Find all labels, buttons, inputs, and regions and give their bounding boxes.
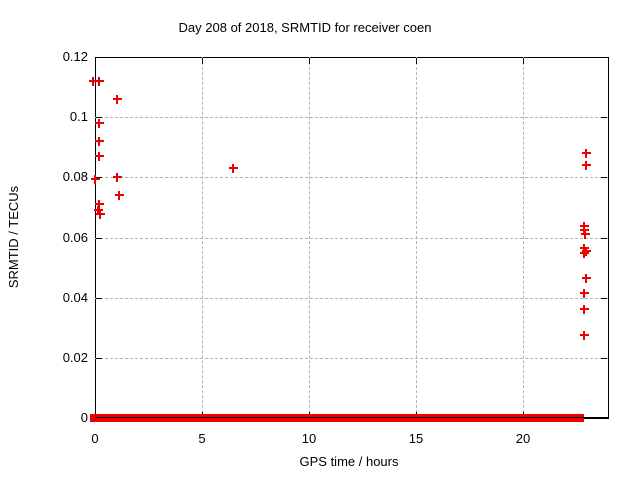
y-tick-left: [96, 177, 102, 178]
y-tick-left: [96, 298, 102, 299]
plus-marker-vertical: [94, 175, 96, 184]
y-tick-left: [96, 117, 102, 118]
plus-marker-vertical: [92, 77, 94, 86]
y-tick-right: [601, 358, 607, 359]
plus-marker-vertical: [99, 210, 101, 219]
y-gridline: [95, 177, 608, 178]
data-point-marker: [581, 230, 590, 239]
data-point-marker: [115, 191, 124, 200]
plus-marker-vertical: [584, 230, 586, 239]
y-tick-left: [96, 57, 102, 58]
plus-marker-vertical: [585, 161, 587, 170]
y-axis-title: SRMTID / TECUs: [6, 185, 21, 289]
plus-marker-vertical: [98, 119, 100, 128]
plus-marker-vertical: [98, 137, 100, 146]
plus-marker-vertical: [116, 95, 118, 104]
x-tick-top: [309, 58, 310, 64]
data-point-marker: [113, 95, 122, 104]
data-point-marker: [582, 161, 591, 170]
x-tick-top: [202, 58, 203, 64]
x-tick-label: 0: [91, 431, 99, 446]
y-tick-label: 0.02: [62, 350, 88, 365]
plus-marker-vertical: [583, 249, 585, 258]
plus-marker-vertical: [116, 173, 118, 182]
plus-marker-vertical: [583, 305, 585, 314]
y-tick-left: [96, 238, 102, 239]
y-gridline: [95, 117, 608, 118]
x-axis-title: GPS time / hours: [299, 454, 399, 469]
y-tick-right: [601, 238, 607, 239]
y-tick-right: [601, 298, 607, 299]
x-tick-top: [416, 58, 417, 64]
data-point-marker: [94, 206, 103, 215]
y-tick-right: [601, 177, 607, 178]
x-gridline: [202, 57, 203, 418]
data-point-marker: [580, 289, 589, 298]
data-point-marker: [229, 164, 238, 173]
y-tick-label: 0.1: [69, 109, 88, 124]
data-point-marker: [95, 200, 104, 209]
plus-marker-vertical: [97, 206, 99, 215]
y-tick-right: [601, 117, 607, 118]
plus-marker-vertical: [585, 149, 587, 158]
plus-marker-vertical: [583, 289, 585, 298]
y-tick-label: 0.08: [62, 169, 88, 184]
data-point-marker: [580, 249, 589, 258]
plus-marker-vertical: [583, 331, 585, 340]
data-point-marker: [89, 77, 98, 86]
x-tick-top: [95, 58, 96, 64]
y-tick-label: 0.12: [62, 49, 88, 64]
x-tick-label: 5: [198, 431, 206, 446]
plus-marker-vertical: [585, 247, 587, 256]
data-point-marker: [580, 331, 589, 340]
x-tick-label: 15: [408, 431, 424, 446]
data-point-marker: [95, 152, 104, 161]
y-gridline: [95, 238, 608, 239]
data-point-marker: [580, 244, 589, 253]
plus-marker-vertical: [232, 164, 234, 173]
y-tick-left: [96, 358, 102, 359]
data-point-marker: [582, 247, 591, 256]
x-gridline: [523, 57, 524, 418]
plus-marker-vertical: [118, 191, 120, 200]
chart-title: Day 208 of 2018, SRMTID for receiver coe…: [178, 20, 432, 35]
y-tick-label: 0.06: [62, 230, 88, 245]
zero-value-point-band: [89, 414, 585, 422]
data-point-marker: [95, 137, 104, 146]
data-point-marker: [91, 175, 100, 184]
data-point-marker: [95, 119, 104, 128]
y-gridline: [95, 358, 608, 359]
y-tick-label: 0: [80, 410, 88, 425]
data-point-marker: [582, 274, 591, 283]
data-point-marker: [95, 77, 104, 86]
x-tick-label: 20: [515, 431, 531, 446]
x-gridline: [309, 57, 310, 418]
data-point-marker: [582, 149, 591, 158]
plus-marker-vertical: [98, 77, 100, 86]
plus-marker-vertical: [98, 152, 100, 161]
x-axis-line: [95, 417, 609, 418]
data-point-marker: [113, 173, 122, 182]
y-tick-right: [601, 418, 607, 419]
x-gridline: [416, 57, 417, 418]
y-tick-label: 0.04: [62, 290, 88, 305]
x-tick-label: 10: [301, 431, 317, 446]
y-gridline: [95, 298, 608, 299]
y-tick-right: [601, 57, 607, 58]
plus-marker-vertical: [98, 200, 100, 209]
data-point-marker: [580, 305, 589, 314]
plus-marker-vertical: [583, 244, 585, 253]
x-tick-top: [523, 58, 524, 64]
plus-marker-vertical: [585, 274, 587, 283]
data-point-marker: [96, 210, 105, 219]
